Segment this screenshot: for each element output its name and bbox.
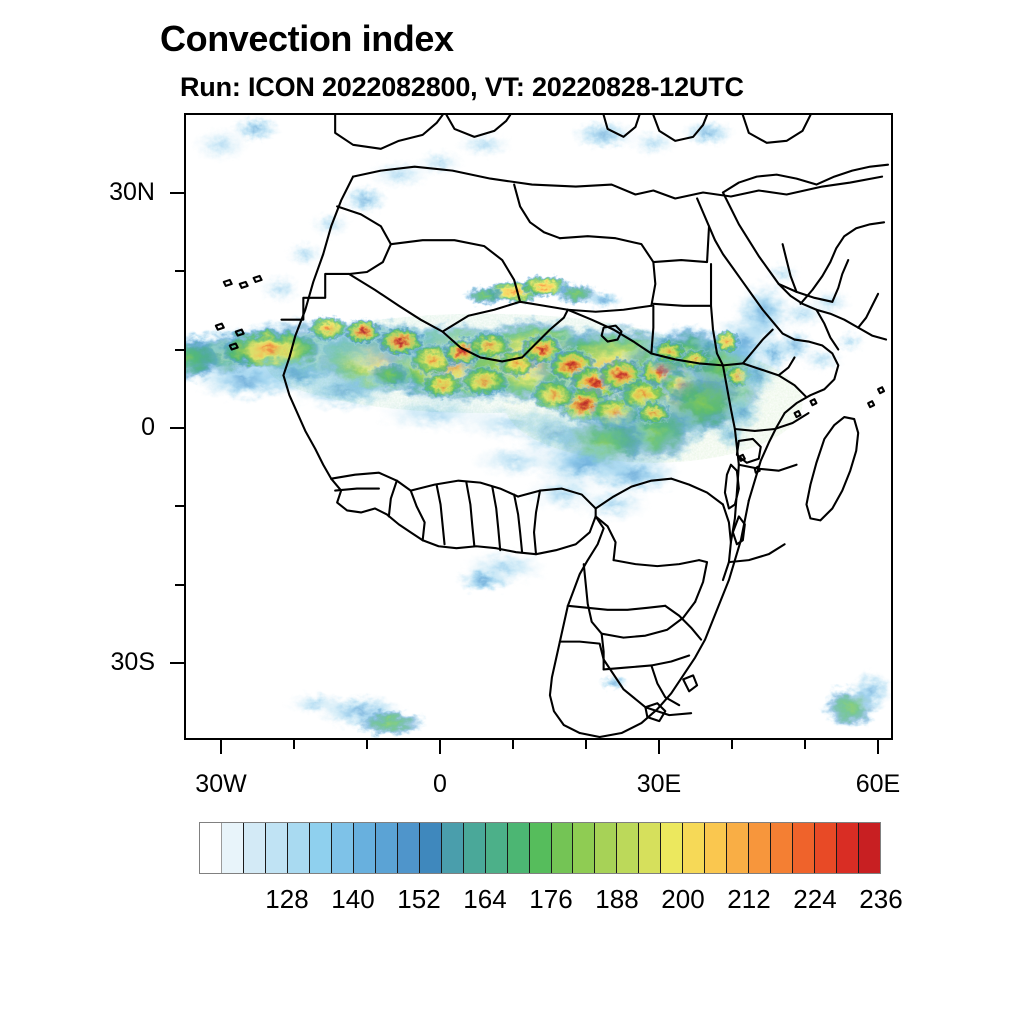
- x-tick-10w: [366, 740, 368, 749]
- y-axis-label-30n: 30N: [109, 178, 155, 206]
- colorbar-cell: [200, 823, 222, 873]
- x-tick-30e: [658, 740, 660, 754]
- x-axis-label-0: 0: [433, 770, 447, 798]
- y-tick-20n: [175, 270, 184, 272]
- colorbar-cell: [331, 823, 354, 873]
- colorbar-cell: [617, 823, 640, 873]
- map-canvas: [186, 115, 891, 738]
- colorbar-cell: [727, 823, 750, 873]
- y-tick-10s: [175, 505, 184, 507]
- colorbar-cell: [375, 823, 398, 873]
- colorbar-cell: [397, 823, 420, 873]
- x-tick-10e: [512, 740, 514, 749]
- colorbar-tick-label: 140: [331, 884, 375, 914]
- colorbar-cells: [199, 822, 881, 874]
- x-axis-label-30e: 30E: [636, 770, 682, 798]
- colorbar-cell: [859, 823, 881, 873]
- colorbar-cell: [441, 823, 464, 873]
- colorbar-cell: [463, 823, 486, 873]
- x-tick-0: [439, 740, 441, 754]
- colorbar-tick-label: 176: [529, 884, 573, 914]
- map-plot-area: [184, 113, 893, 740]
- colorbar-cell: [771, 823, 794, 873]
- x-tick-40e: [731, 740, 733, 749]
- colorbar-cell: [705, 823, 728, 873]
- colorbar-tick-label: 200: [661, 884, 705, 914]
- y-axis-label-0: 0: [141, 413, 155, 441]
- colorbar-cell: [287, 823, 310, 873]
- colorbar-cell: [485, 823, 508, 873]
- page-title: Convection index: [160, 18, 454, 59]
- colorbar-cell: [837, 823, 860, 873]
- colorbar-cell: [221, 823, 244, 873]
- x-tick-60e: [877, 740, 879, 754]
- x-tick-50e: [804, 740, 806, 749]
- y-tick-10n: [175, 349, 184, 351]
- colorbar-tick-label: 164: [463, 884, 507, 914]
- colorbar-tick-label: 128: [265, 884, 309, 914]
- colorbar-cell: [265, 823, 288, 873]
- y-tick-0: [170, 427, 184, 429]
- colorbar-cell: [661, 823, 684, 873]
- colorbar-cell: [749, 823, 772, 873]
- run-valid-time-subtitle: Run: ICON 2022082800, VT: 20220828-12UTC: [180, 72, 744, 102]
- map-coastlines-and-borders: [214, 115, 890, 738]
- colorbar-tick-label: 188: [595, 884, 639, 914]
- colorbar-cell: [419, 823, 442, 873]
- x-tick-20e: [585, 740, 587, 749]
- colorbar: [199, 822, 881, 874]
- colorbar-cell: [793, 823, 816, 873]
- colorbar-cell: [353, 823, 376, 873]
- colorbar-tick-label: 212: [727, 884, 771, 914]
- colorbar-cell: [551, 823, 574, 873]
- convection-field: [186, 115, 891, 738]
- colorbar-tick-label: 224: [793, 884, 837, 914]
- colorbar-cell: [639, 823, 662, 873]
- colorbar-cell: [815, 823, 838, 873]
- y-axis-label-30s: 30S: [110, 648, 155, 676]
- x-tick-20w: [293, 740, 295, 749]
- colorbar-cell: [573, 823, 596, 873]
- y-tick-30s: [170, 662, 184, 664]
- x-axis-label-30w: 30W: [195, 770, 247, 798]
- colorbar-cell: [507, 823, 530, 873]
- colorbar-tick-label: 236: [859, 884, 903, 914]
- colorbar-cell: [683, 823, 706, 873]
- y-tick-30n: [170, 192, 184, 194]
- colorbar-tick-label: 152: [397, 884, 441, 914]
- x-axis-label-60e: 60E: [855, 770, 901, 798]
- colorbar-cell: [243, 823, 266, 873]
- colorbar-cell: [529, 823, 552, 873]
- y-tick-20s: [175, 584, 184, 586]
- colorbar-tick-labels: 128 140 152 164 176 188 200 212 224 236: [199, 884, 902, 918]
- colorbar-cell: [595, 823, 618, 873]
- colorbar-cell: [309, 823, 332, 873]
- x-tick-30w: [220, 740, 222, 754]
